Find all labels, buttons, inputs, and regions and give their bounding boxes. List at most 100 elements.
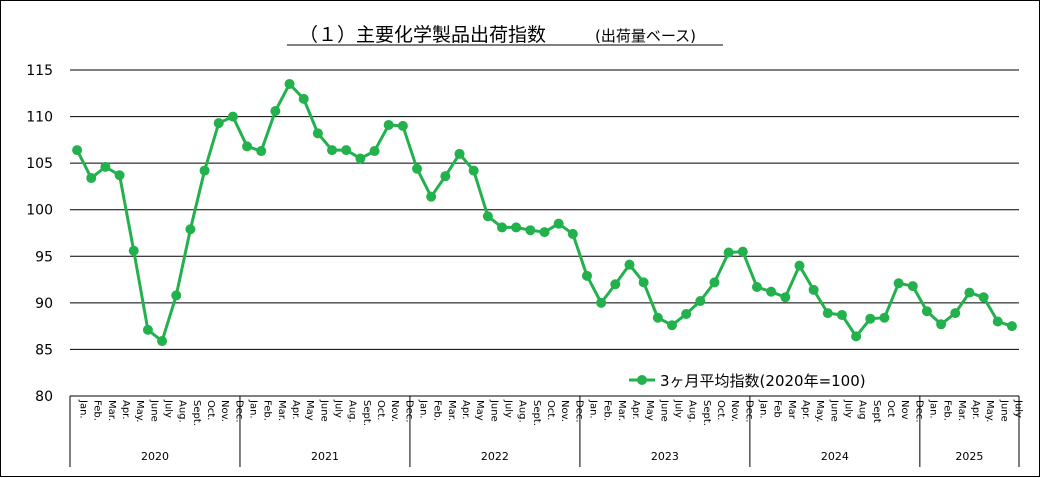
x-tick-label: Sept xyxy=(871,400,882,423)
data-point xyxy=(383,119,394,130)
x-tick-label: Oct. xyxy=(545,400,556,420)
x-tick-label: Sept. xyxy=(361,400,372,426)
x-tick-label: June xyxy=(828,399,839,422)
x-tick-label: Dec. xyxy=(233,400,244,423)
data-point xyxy=(199,165,210,176)
x-tick-label: Oct. xyxy=(375,400,386,420)
data-point xyxy=(794,260,805,271)
series-3month-average xyxy=(72,78,1017,347)
x-tick-label: July xyxy=(333,399,344,418)
x-tick-label: Oct xyxy=(885,400,896,417)
x-tick-label: Feb. xyxy=(262,400,273,421)
x-axis: Jan. Feb. Mar. Apr. May. June July Aug. Sept. Oct… xyxy=(69,395,1023,467)
x-tick-label: Dec. xyxy=(573,400,584,423)
gridlines xyxy=(70,69,1019,350)
x-tick-label: Mar xyxy=(786,400,797,420)
data-point xyxy=(879,312,890,323)
x-tick-label: Jan. xyxy=(927,399,938,419)
data-point xyxy=(638,277,649,288)
y-tick-label: 105 xyxy=(26,156,53,172)
y-tick-label: 85 xyxy=(35,342,53,358)
x-tick-label: May xyxy=(304,400,315,421)
data-point xyxy=(766,286,777,297)
x-tick-label: Dec. xyxy=(743,400,754,423)
data-point xyxy=(72,145,83,156)
data-point xyxy=(553,218,564,229)
data-point xyxy=(426,191,437,202)
data-point xyxy=(666,320,677,331)
x-tick-label: Aug. xyxy=(517,400,528,423)
year-label: 2022 xyxy=(481,450,509,463)
data-point xyxy=(581,270,592,281)
x-tick-label: Dec. xyxy=(913,400,924,423)
x-tick-label: May. xyxy=(134,400,145,422)
y-tick-label: 110 xyxy=(26,110,53,126)
data-point xyxy=(256,146,267,157)
data-point xyxy=(652,312,663,323)
data-point xyxy=(114,170,125,181)
x-tick-label: May xyxy=(644,400,655,421)
data-point xyxy=(157,336,168,347)
data-point xyxy=(412,163,423,174)
data-point xyxy=(312,128,323,139)
data-point xyxy=(808,284,819,295)
data-point xyxy=(270,105,281,116)
data-point xyxy=(836,309,847,320)
x-tick-label: Nov. xyxy=(559,400,570,422)
x-tick-label: Oct. xyxy=(715,400,726,420)
x-tick-label: Apr. xyxy=(970,400,981,420)
data-point xyxy=(482,211,493,222)
x-tick-label: Feb. xyxy=(92,400,103,421)
data-point xyxy=(907,281,918,292)
x-tick-label: Jan. xyxy=(78,399,89,419)
data-point xyxy=(525,225,536,236)
data-point xyxy=(936,319,947,330)
data-point xyxy=(865,313,876,324)
x-tick-label: July xyxy=(163,399,174,418)
x-tick-label: Nov xyxy=(899,400,910,420)
x-tick-label: Aug. xyxy=(347,400,358,423)
year-label: 2023 xyxy=(651,450,679,463)
data-point xyxy=(242,141,253,152)
y-tick-label: 90 xyxy=(35,296,53,312)
data-point xyxy=(695,295,706,306)
data-point xyxy=(921,306,932,317)
x-tick-label: Sept. xyxy=(531,400,542,426)
data-point xyxy=(213,118,224,129)
data-point xyxy=(341,145,352,156)
x-tick-label: June xyxy=(658,399,669,422)
x-tick-label: Apr. xyxy=(630,400,641,420)
x-tick-label: Mar. xyxy=(956,400,967,421)
x-tick-label: Feb. xyxy=(942,400,953,421)
x-tick-label: Jan. xyxy=(587,399,598,419)
y-tick-label: 95 xyxy=(35,249,53,265)
y-axis: 80 85 90 95 100 105 110 115 xyxy=(26,63,53,405)
x-tick-label: Sept. xyxy=(701,400,712,426)
data-point xyxy=(298,93,309,104)
year-label: 2024 xyxy=(821,450,849,463)
x-tick-label: Apr. xyxy=(290,400,301,420)
data-point xyxy=(822,308,833,319)
x-tick-label: Aug. xyxy=(177,400,188,423)
data-point xyxy=(1006,321,1017,332)
x-tick-label: Jan. xyxy=(418,399,429,419)
x-tick-label: Mar. xyxy=(276,400,287,421)
data-point xyxy=(780,292,791,303)
data-point xyxy=(539,227,550,238)
data-point xyxy=(751,282,762,293)
legend: 3ヶ月平均指数(2020年=100) xyxy=(629,372,866,390)
year-label: 2021 xyxy=(311,450,339,463)
x-tick-label: Mar. xyxy=(616,400,627,421)
data-point xyxy=(893,278,904,289)
x-tick-label: Apr. xyxy=(460,400,471,420)
x-tick-label: May xyxy=(474,400,485,421)
x-tick-label: May. xyxy=(814,400,825,422)
data-point xyxy=(610,279,621,290)
data-point xyxy=(355,153,366,164)
data-point xyxy=(596,297,607,308)
x-tick-label: Feb. xyxy=(602,400,613,421)
year-label: 2020 xyxy=(141,450,169,463)
data-point xyxy=(369,146,380,157)
x-tick-label: Apr. xyxy=(120,400,131,420)
x-tick-label: Aug xyxy=(857,400,868,420)
